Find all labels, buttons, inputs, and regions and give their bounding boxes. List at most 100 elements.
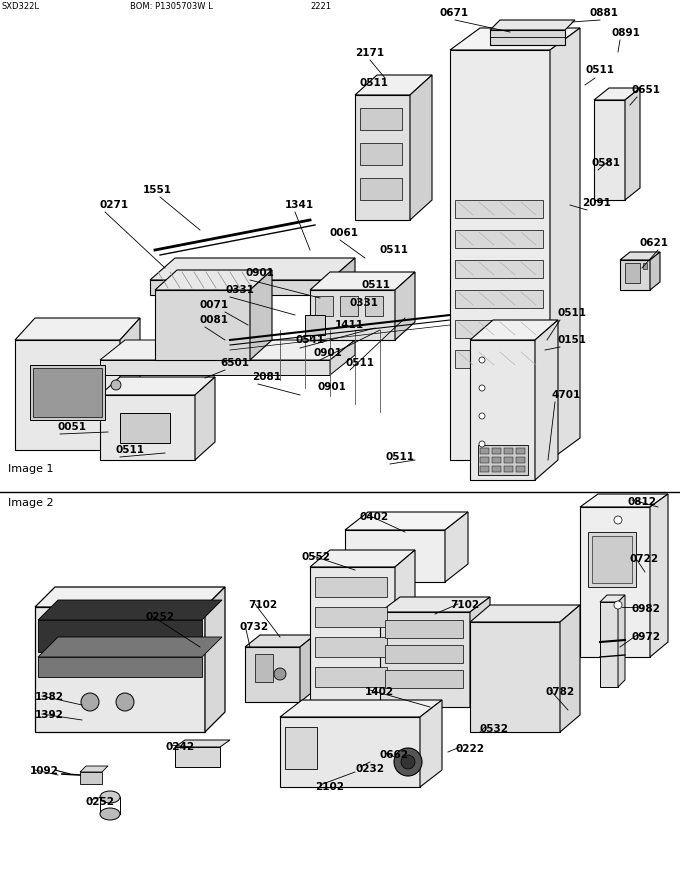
Text: 1382: 1382 bbox=[35, 692, 64, 702]
Bar bbox=[360, 108, 402, 130]
Text: 0252: 0252 bbox=[85, 797, 114, 807]
Bar bbox=[504, 448, 513, 454]
Circle shape bbox=[479, 385, 485, 391]
Text: 0511: 0511 bbox=[115, 445, 144, 455]
Polygon shape bbox=[345, 512, 468, 530]
Text: 0812: 0812 bbox=[628, 497, 657, 507]
Text: 1402: 1402 bbox=[365, 687, 394, 697]
Text: 0511: 0511 bbox=[362, 280, 391, 290]
Circle shape bbox=[401, 755, 415, 769]
Polygon shape bbox=[620, 260, 650, 290]
Polygon shape bbox=[310, 272, 415, 290]
Polygon shape bbox=[580, 494, 668, 507]
Text: 4701: 4701 bbox=[552, 390, 581, 400]
Polygon shape bbox=[305, 315, 325, 335]
Polygon shape bbox=[420, 700, 442, 787]
Text: 0552: 0552 bbox=[302, 552, 331, 562]
Polygon shape bbox=[470, 340, 535, 480]
Text: 0901: 0901 bbox=[245, 268, 274, 278]
Text: 0671: 0671 bbox=[440, 8, 469, 18]
Polygon shape bbox=[395, 272, 415, 340]
Text: 0901: 0901 bbox=[318, 382, 347, 392]
Circle shape bbox=[111, 380, 121, 390]
Ellipse shape bbox=[100, 791, 120, 803]
Bar bbox=[315, 637, 387, 657]
Bar bbox=[255, 654, 273, 682]
Bar bbox=[385, 645, 463, 663]
Polygon shape bbox=[380, 612, 470, 707]
Polygon shape bbox=[560, 605, 580, 732]
Text: 0232: 0232 bbox=[355, 764, 384, 774]
Polygon shape bbox=[380, 597, 490, 612]
Polygon shape bbox=[310, 567, 395, 707]
Bar bbox=[480, 457, 489, 463]
Bar bbox=[478, 445, 528, 475]
Bar bbox=[365, 296, 383, 316]
Text: 6501: 6501 bbox=[220, 358, 249, 368]
Bar bbox=[360, 178, 402, 200]
Text: 0222: 0222 bbox=[455, 744, 484, 754]
Polygon shape bbox=[245, 635, 315, 647]
Polygon shape bbox=[15, 318, 140, 340]
Text: 0511: 0511 bbox=[380, 245, 409, 255]
Text: 0901: 0901 bbox=[313, 348, 342, 358]
Polygon shape bbox=[470, 320, 558, 340]
Text: BOM: P1305703W L: BOM: P1305703W L bbox=[130, 2, 213, 11]
Text: 0782: 0782 bbox=[545, 687, 574, 697]
Text: 0331: 0331 bbox=[225, 285, 254, 295]
Polygon shape bbox=[535, 320, 558, 480]
Bar bbox=[120, 413, 170, 443]
Polygon shape bbox=[594, 100, 625, 200]
Polygon shape bbox=[490, 30, 565, 45]
Text: 1092: 1092 bbox=[30, 766, 59, 776]
Bar bbox=[455, 290, 543, 308]
Bar bbox=[492, 466, 501, 472]
Polygon shape bbox=[80, 772, 102, 784]
Text: 0511: 0511 bbox=[558, 308, 587, 318]
Text: 0252: 0252 bbox=[145, 612, 174, 622]
Text: 0581: 0581 bbox=[592, 158, 621, 168]
Polygon shape bbox=[175, 747, 220, 767]
Polygon shape bbox=[150, 280, 330, 295]
Text: 7102: 7102 bbox=[248, 600, 277, 610]
Polygon shape bbox=[330, 258, 355, 295]
Polygon shape bbox=[650, 252, 660, 290]
Text: 0071: 0071 bbox=[200, 300, 229, 310]
Bar bbox=[504, 466, 513, 472]
Text: 0511: 0511 bbox=[360, 78, 389, 88]
Text: 0271: 0271 bbox=[100, 200, 129, 210]
Text: 1392: 1392 bbox=[35, 710, 64, 720]
Polygon shape bbox=[195, 377, 215, 460]
Text: 2221: 2221 bbox=[310, 2, 331, 11]
Polygon shape bbox=[580, 507, 650, 657]
Text: 0511: 0511 bbox=[385, 452, 414, 462]
Polygon shape bbox=[38, 657, 202, 677]
Text: 0151: 0151 bbox=[558, 335, 587, 345]
Bar bbox=[385, 620, 463, 638]
Text: SXD322L: SXD322L bbox=[2, 2, 40, 11]
Bar bbox=[492, 457, 501, 463]
Polygon shape bbox=[35, 607, 205, 732]
Text: 0621: 0621 bbox=[640, 238, 669, 248]
Bar bbox=[516, 448, 525, 454]
Bar bbox=[340, 296, 358, 316]
Bar bbox=[504, 457, 513, 463]
Circle shape bbox=[81, 693, 99, 711]
Polygon shape bbox=[120, 318, 140, 450]
Bar bbox=[625, 263, 640, 283]
Polygon shape bbox=[38, 637, 222, 657]
Polygon shape bbox=[175, 740, 230, 747]
Polygon shape bbox=[445, 512, 468, 582]
Text: Image 1: Image 1 bbox=[8, 464, 54, 474]
Bar bbox=[315, 577, 387, 597]
Text: 0662: 0662 bbox=[380, 750, 409, 760]
Bar bbox=[360, 143, 402, 165]
Text: 0722: 0722 bbox=[630, 554, 659, 564]
Text: 2171: 2171 bbox=[355, 48, 384, 58]
Circle shape bbox=[394, 748, 422, 776]
Polygon shape bbox=[470, 622, 560, 732]
Bar bbox=[455, 260, 543, 278]
Bar bbox=[480, 466, 489, 472]
Polygon shape bbox=[355, 95, 410, 220]
Text: 0651: 0651 bbox=[632, 85, 661, 95]
